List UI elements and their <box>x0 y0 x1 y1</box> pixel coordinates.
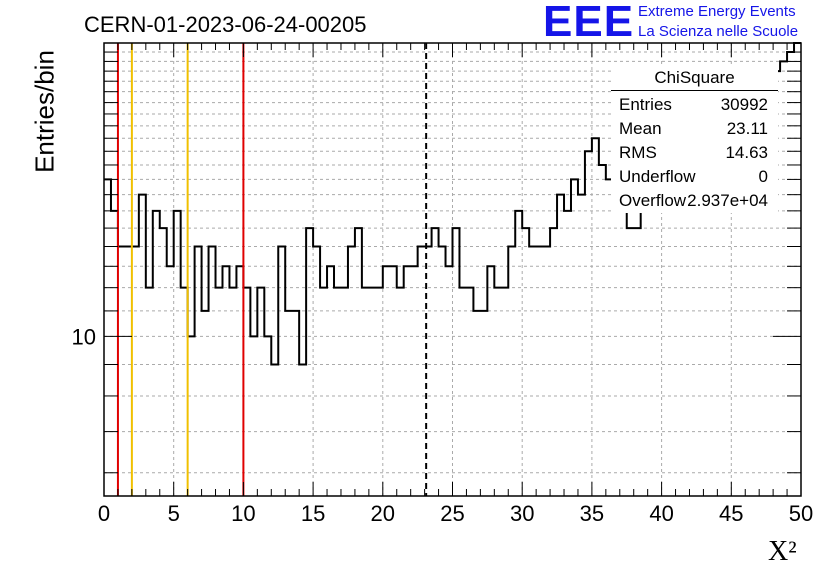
stats-value: 0 <box>758 167 768 186</box>
stats-row: Underflow 0 <box>611 165 778 189</box>
y-tick-label: 10 <box>72 324 96 349</box>
x-tick-label: 35 <box>580 501 604 526</box>
x-tick-label: 45 <box>719 501 743 526</box>
logo-line-1: Extreme Energy Events <box>638 3 796 20</box>
stats-key: Overflow <box>619 191 687 210</box>
x-tick-label: 25 <box>440 501 464 526</box>
stats-row: RMS 14.63 <box>611 141 778 165</box>
x-tick-label: 20 <box>371 501 395 526</box>
axis-layer: 0 5 10 15 20 25 30 35 40 45 50 10 <box>72 42 813 526</box>
chart-title: CERN-01-2023-06-24-00205 <box>84 12 367 37</box>
x-tick-label: 0 <box>98 501 110 526</box>
stats-title: ChiSquare <box>611 66 778 91</box>
stats-row: Entries 30992 <box>611 93 778 117</box>
x-tick-label: 40 <box>649 501 673 526</box>
x-tick-label: 5 <box>168 501 180 526</box>
stats-box: ChiSquare Entries 30992 Mean 23.11 RMS 14.6… <box>611 66 778 213</box>
y-axis-label: Entries/bin <box>29 50 60 173</box>
stats-key: Mean <box>619 119 662 138</box>
stats-key: Underflow <box>619 167 696 186</box>
stats-row: Mean 23.11 <box>611 117 778 141</box>
stats-row: Overflow 2.937e+04 <box>611 189 778 213</box>
x-tick-label: 30 <box>510 501 534 526</box>
x-tick-label: 10 <box>231 501 255 526</box>
reference-lines-layer <box>116 43 428 496</box>
stats-value: 2.937e+04 <box>687 191 768 210</box>
eee-logo-icon: EEE <box>543 0 635 46</box>
x-tick-label: 50 <box>789 501 813 526</box>
x-tick-label: 15 <box>301 501 325 526</box>
stats-key: RMS <box>619 143 657 162</box>
x-axis-label: X² <box>768 536 797 567</box>
stats-key: Entries <box>619 95 672 114</box>
stats-value: 14.63 <box>725 143 768 162</box>
logo-line-2: La Scienza nelle Scuole <box>638 23 799 40</box>
stats-value: 23.11 <box>726 119 768 138</box>
plot-frame <box>103 42 802 497</box>
stats-value: 30992 <box>720 95 768 114</box>
